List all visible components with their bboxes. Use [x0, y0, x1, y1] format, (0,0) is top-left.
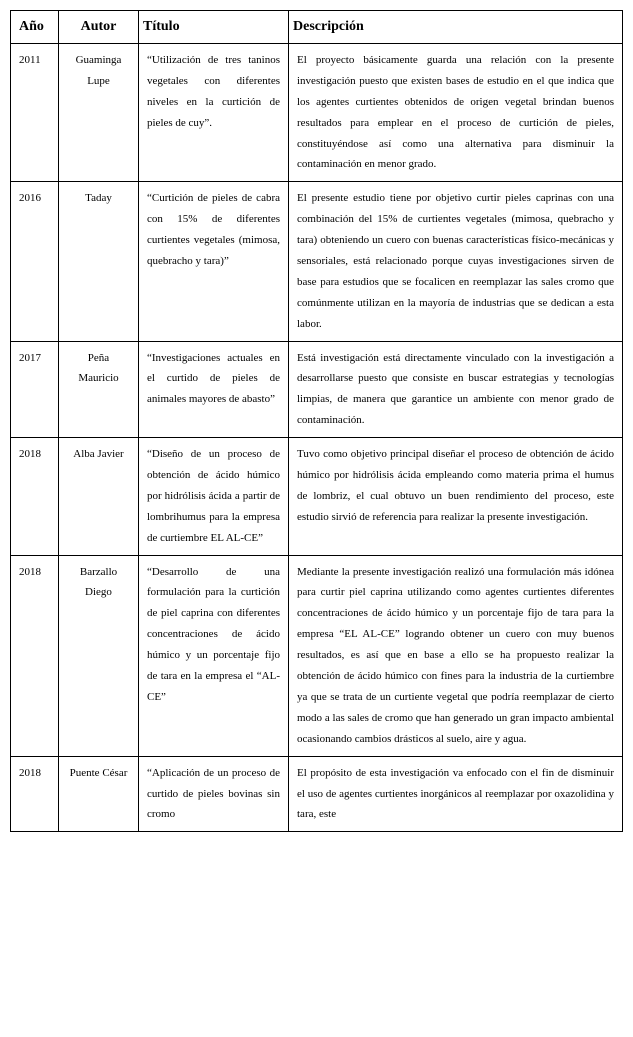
cell-title: “Curtición de pieles de cabra con 15% de… — [139, 182, 289, 341]
cell-author: Alba Javier — [59, 438, 139, 555]
cell-year: 2018 — [11, 438, 59, 555]
table-header-row: Año Autor Título Descripción — [11, 11, 623, 44]
cell-description: El presente estudio tiene por objetivo c… — [289, 182, 623, 341]
cell-description: Tuvo como objetivo principal diseñar el … — [289, 438, 623, 555]
header-description: Descripción — [289, 11, 623, 44]
research-antecedents-table: Año Autor Título Descripción 2011 Guamin… — [10, 10, 623, 832]
cell-title: “Diseño de un proceso de obtención de ác… — [139, 438, 289, 555]
cell-author: Guaminga Lupe — [59, 44, 139, 182]
cell-year: 2017 — [11, 341, 59, 438]
table-row: 2017 Peña Mauricio “Investigaciones actu… — [11, 341, 623, 438]
cell-author: Puente César — [59, 756, 139, 832]
header-author: Autor — [59, 11, 139, 44]
header-year: Año — [11, 11, 59, 44]
cell-year: 2011 — [11, 44, 59, 182]
cell-year: 2016 — [11, 182, 59, 341]
cell-title: “Aplicación de un proceso de curtido de … — [139, 756, 289, 832]
cell-title: “Investigaciones actuales en el curtido … — [139, 341, 289, 438]
cell-description: El propósito de esta investigación va en… — [289, 756, 623, 832]
cell-year: 2018 — [11, 555, 59, 756]
cell-title: “Utilización de tres taninos vegetales c… — [139, 44, 289, 182]
cell-author: Taday — [59, 182, 139, 341]
table-row: 2018 Puente César “Aplicación de un proc… — [11, 756, 623, 832]
table-row: 2018 Alba Javier “Diseño de un proceso d… — [11, 438, 623, 555]
cell-author: Peña Mauricio — [59, 341, 139, 438]
table-row: 2018 Barzallo Diego “Desarrollo de una f… — [11, 555, 623, 756]
cell-description: Está investigación está directamente vin… — [289, 341, 623, 438]
table-row: 2011 Guaminga Lupe “Utilización de tres … — [11, 44, 623, 182]
table-row: 2016 Taday “Curtición de pieles de cabra… — [11, 182, 623, 341]
cell-description: Mediante la presente investigación reali… — [289, 555, 623, 756]
header-title: Título — [139, 11, 289, 44]
cell-description: El proyecto básicamente guarda una relac… — [289, 44, 623, 182]
cell-year: 2018 — [11, 756, 59, 832]
table-body: 2011 Guaminga Lupe “Utilización de tres … — [11, 44, 623, 832]
cell-title: “Desarrollo de una formulación para la c… — [139, 555, 289, 756]
cell-author: Barzallo Diego — [59, 555, 139, 756]
